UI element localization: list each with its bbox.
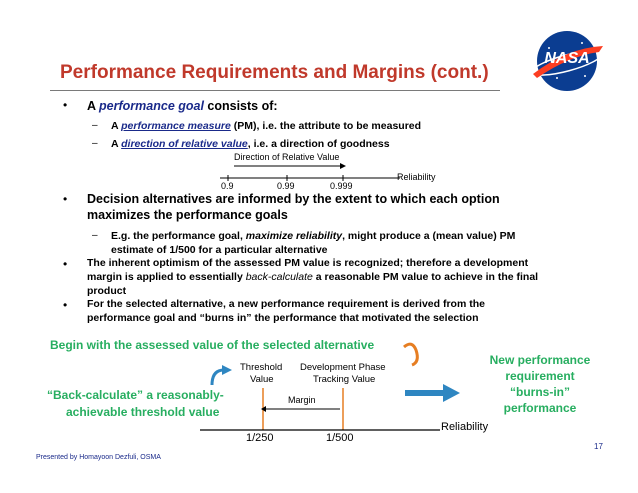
- bullet-3-line-3: product: [87, 285, 127, 297]
- sub-2-prefix: A: [111, 138, 122, 150]
- tick-1-500: 1/500: [326, 432, 354, 444]
- threshold-label-2: Value: [250, 374, 274, 385]
- b2-sub-prefix: E.g. the performance goal,: [111, 230, 246, 242]
- bullet-1-sub-1: A performance measure (PM), i.e. the att…: [111, 119, 421, 134]
- back-calc-line-2: achievable threshold value: [66, 405, 220, 419]
- diagram-axis-label: Reliability: [441, 421, 489, 433]
- bullet-4-line-2: performance goal and “burns in” the perf…: [87, 312, 479, 324]
- b3-suffix: a reasonable PM value to achieve in the …: [312, 271, 539, 283]
- bullet-3-line-2: margin is applied to essentially back-ca…: [87, 270, 538, 285]
- bullet-3-line-1: The inherent optimism of the assessed PM…: [87, 257, 529, 269]
- back-calc-line-1: “Back-calculate” a reasonably-: [47, 388, 224, 402]
- direction-label: Direction of Relative Value: [234, 152, 340, 162]
- sub-2-em: direction of relative value: [121, 138, 248, 150]
- slide-title: Performance Requirements and Margins (co…: [60, 62, 489, 83]
- nasa-logo-text: NASA: [544, 50, 590, 67]
- margin-label: Margin: [288, 395, 316, 405]
- b3-prefix: margin is applied to essentially: [87, 271, 246, 283]
- b3-em: back-calculate: [245, 271, 313, 283]
- bullet-1-sub-1-marker: –: [92, 120, 98, 131]
- tick-0-9: 0.9: [221, 181, 234, 191]
- new-perf-block: New performance requirement “burns-in” p…: [470, 352, 610, 416]
- bullet-1-suffix: consists of:: [203, 99, 278, 113]
- dev-label-1: Development Phase: [300, 362, 386, 373]
- sub-1-suffix: (PM), i.e. the attribute to be measured: [230, 120, 422, 132]
- bullet-1: A performance goal consists of:: [87, 98, 278, 115]
- tick-1-250: 1/250: [246, 432, 274, 444]
- nasa-logo: NASA: [527, 28, 607, 94]
- scale-1-graphic: [220, 163, 400, 181]
- new-perf-line-4: performance: [503, 401, 577, 415]
- b2-sub-suffix: , might produce a (mean value) PM: [342, 230, 516, 242]
- bullet-1-prefix: A: [87, 99, 100, 113]
- bullet-2-sub-marker: –: [92, 230, 98, 241]
- bullet-4-line-1: For the selected alternative, a new perf…: [87, 298, 485, 310]
- sub-1-em: performance measure: [121, 120, 231, 132]
- title-rule: [50, 90, 500, 91]
- dev-label-2: Tracking Value: [313, 374, 376, 385]
- orange-curve-arrow: [403, 342, 419, 367]
- footer-text: Presented by Homayoon Dezfuli, OSMA: [36, 454, 161, 461]
- bullet-1-marker: •: [63, 98, 68, 112]
- bullet-2-sub-line-1: E.g. the performance goal, maximize reli…: [111, 229, 515, 244]
- new-perf-line-3: “burns-in”: [510, 385, 570, 399]
- new-perf-line-1: New performance: [489, 353, 591, 367]
- sub-1-prefix: A: [111, 120, 122, 132]
- page-number: 17: [594, 442, 603, 451]
- bullet-2-marker: •: [63, 192, 68, 206]
- bullet-2-line-1: Decision alternatives are informed by th…: [87, 192, 500, 206]
- bullet-2-line-2: maximizes the performance goals: [87, 208, 288, 222]
- b2-sub-em: maximize reliability: [245, 230, 343, 242]
- tick-0-999: 0.999: [330, 181, 353, 191]
- bullet-3-marker: •: [63, 257, 68, 271]
- bullet-1-em: performance goal: [99, 99, 204, 113]
- bullet-1-sub-2-marker: –: [92, 138, 98, 149]
- bullet-2-sub-line-2: estimate of 1/500 for a particular alter…: [111, 244, 328, 256]
- sub-2-suffix: , i.e. a direction of goodness: [247, 138, 390, 150]
- bullet-1-sub-2: A direction of relative value, i.e. a di…: [111, 137, 390, 152]
- tick-0-99: 0.99: [277, 181, 295, 191]
- threshold-label-1: Threshold: [240, 362, 283, 373]
- scale-1-axis-label: Reliability: [397, 172, 436, 182]
- begin-text: Begin with the assessed value of the sel…: [50, 338, 375, 352]
- new-perf-line-2: requirement: [505, 369, 575, 383]
- diagram-graphic: [200, 342, 460, 431]
- bullet-4-marker: •: [63, 298, 68, 312]
